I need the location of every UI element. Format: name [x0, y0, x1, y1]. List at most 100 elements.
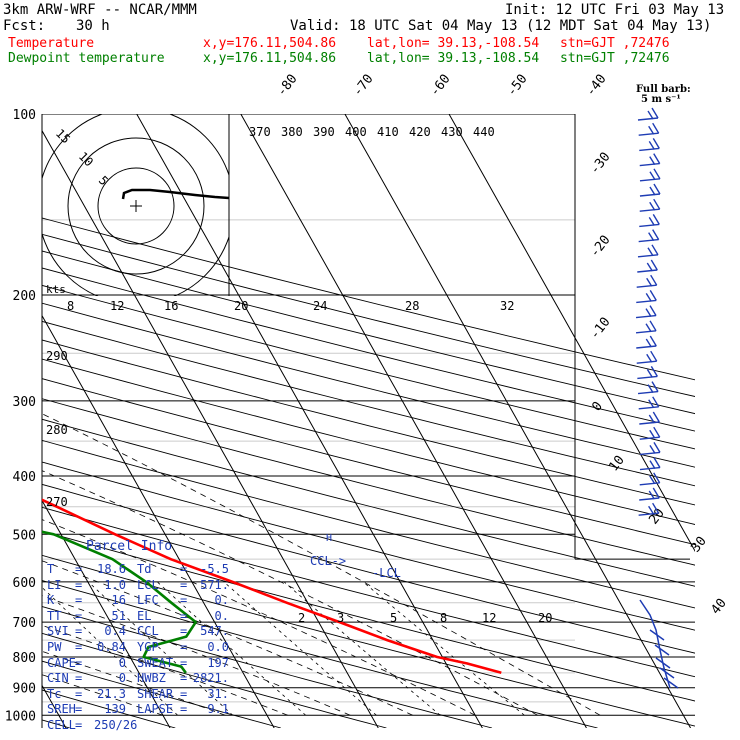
full-barb-units: 5 m s⁻¹: [641, 94, 681, 105]
wind-barb-flag: [649, 460, 656, 469]
parcel-info-cell: =: [75, 577, 83, 592]
wind-barb-shaft: [639, 208, 660, 212]
wind-barb-flag: [649, 305, 657, 316]
parcel-info-cell: =: [75, 624, 83, 639]
mixing-ratio-line: [223, 581, 377, 716]
theta-label: 380: [281, 125, 303, 139]
pressure-tick-label: 700: [13, 616, 36, 631]
mixing-ratio-label: 8: [440, 611, 447, 625]
wind-barb-shaft: [635, 314, 657, 319]
parcel-info-cell: LFC: [137, 593, 159, 608]
parcel-info-cell: SHEAR: [137, 686, 174, 701]
isotherm-line: [448, 114, 695, 552]
wind-barb-flag: [649, 320, 657, 332]
wind-barb-low: [663, 677, 679, 689]
parcel-info-cell: T: [47, 562, 55, 576]
wind-barb-flag: [648, 232, 655, 241]
speed-scale-label: 32: [500, 299, 514, 313]
wind-barb-flag: [648, 125, 655, 135]
legend-dewpoint-stn: stn=GJT ,72476: [560, 51, 670, 66]
parcel-info-cell: 9.1: [207, 702, 229, 717]
wind-barb-flag: [648, 141, 655, 150]
dry-adiabat: [42, 632, 387, 728]
isotherm-line: [240, 114, 587, 728]
wind-barb-shaft: [637, 254, 659, 258]
wind-barb-shaft: [639, 497, 660, 501]
dry-adiabat: [42, 530, 695, 702]
wind-barb-flag: [652, 502, 660, 514]
theta-label: 410: [377, 125, 399, 139]
parcel-info-cell: CCL: [137, 624, 159, 639]
isotherm-line: [136, 114, 483, 728]
wind-barb-flag: [645, 338, 652, 348]
wind-barb-shaft: [638, 132, 659, 136]
parcel-info-cell: =: [75, 671, 83, 686]
dry-adiabat: [42, 660, 281, 728]
isotherm-line: [344, 114, 691, 728]
pressure-tick-label: 500: [13, 528, 36, 543]
dry-adiabat: [42, 302, 695, 468]
hodograph-ring-label: 10: [76, 149, 96, 169]
parcel-info-cell: Tc: [47, 686, 62, 701]
isotherm-label: 0: [589, 399, 606, 414]
wind-barb-flag: [652, 487, 660, 499]
wind-barb-shaft: [636, 360, 657, 364]
sounding-profiles: [42, 498, 502, 675]
dry-adiabat: [42, 483, 695, 654]
parcel-info-cell: =: [75, 562, 83, 576]
moist-adiabat: [42, 470, 538, 716]
wind-barb-flag: [650, 350, 658, 362]
parcel-info-cell: =: [75, 640, 83, 654]
parcel-info-cell: 51: [111, 608, 126, 623]
isotherm-label: -80: [274, 72, 300, 100]
wind-barb-shaft: [639, 147, 660, 152]
parcel-info-cell: =: [180, 608, 188, 623]
wind-barb-flag: [653, 198, 661, 210]
isotherm-label: -20: [587, 233, 613, 261]
mixing-ratio-label: 3: [337, 611, 344, 625]
theta-label: 440: [473, 125, 495, 139]
wind-barb-shaft: [635, 330, 657, 334]
parcel-info-cell: LI: [47, 577, 62, 592]
parcel-info-cell: PW: [47, 640, 62, 654]
wind-barb-flag: [647, 247, 654, 257]
wind-barb-shaft: [639, 436, 660, 440]
parcel-info-cell: 0.4: [104, 624, 126, 639]
wind-barb-flag: [649, 171, 656, 181]
wind-barbs-column: [635, 107, 679, 689]
isotherm-label: -40: [583, 72, 609, 100]
parcel-info-cell: =: [180, 640, 188, 654]
forecast-hour: 30 h: [76, 18, 110, 34]
diagram-grid: [41, 114, 695, 728]
wind-barb-flag: [651, 381, 659, 392]
dry-adiabat: [42, 580, 598, 728]
wind-barb-flag: [646, 353, 653, 363]
pressure-tick-label: 200: [13, 289, 36, 304]
parcel-info-cell: TT: [47, 608, 62, 623]
wind-barb-flag: [649, 335, 657, 347]
mixing-ratio-line: [88, 581, 234, 716]
wind-barb-shaft: [639, 178, 661, 182]
dry-adiabat: [42, 233, 695, 397]
dry-adiabat: [42, 439, 695, 609]
dry-adiabat: [42, 339, 695, 506]
wind-barb-flag: [653, 426, 661, 438]
wind-barb-flag: [649, 201, 656, 211]
isotherm-label: -70: [350, 72, 376, 100]
left-theta-label: 270: [46, 495, 68, 509]
mixing-ratio-line: [42, 586, 178, 716]
parcel-info-cell: =: [180, 577, 188, 592]
wind-barb-shaft: [637, 390, 659, 395]
legend-dewpoint-name: Dewpoint temperature: [8, 51, 165, 66]
wind-barb-flag: [649, 445, 656, 454]
dry-adiabat: [42, 461, 695, 631]
parcel-info-cell: LCL: [137, 577, 159, 592]
legend-dewpoint-xy: x,y=176.11,504.86: [203, 51, 337, 66]
wind-barb-flag: [650, 274, 658, 286]
wind-barb-shaft: [639, 193, 661, 197]
parcel-info-cell: CELL: [47, 718, 76, 732]
parcel-info-cell: 0.: [214, 608, 229, 623]
parcel-info-cell: =: [75, 655, 83, 670]
hodograph-ring: [97, 167, 175, 245]
legend-temperature-stn: stn=GJT ,72476: [560, 36, 670, 51]
